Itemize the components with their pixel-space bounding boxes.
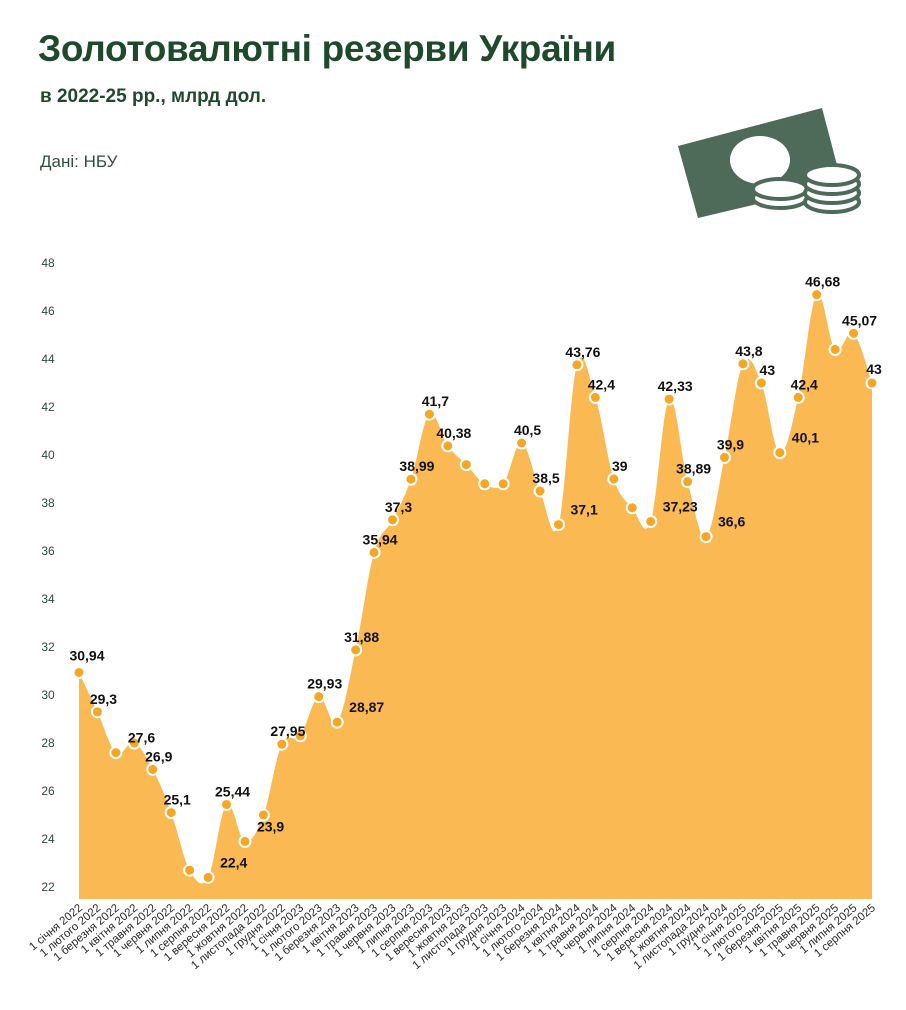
data-label: 29,3	[90, 691, 117, 707]
data-label: 38,5	[532, 470, 559, 486]
y-tick-label: 48	[41, 256, 55, 270]
series-area	[79, 293, 872, 900]
data-label: 38,99	[399, 458, 434, 474]
data-point	[201, 870, 215, 884]
y-tick-label: 30	[41, 688, 55, 702]
data-point	[625, 501, 639, 515]
page-title: Золотовалютні резерви України	[38, 28, 616, 69]
data-label: 36,6	[718, 514, 745, 530]
data-point	[847, 326, 861, 340]
data-label: 38,89	[676, 461, 711, 477]
data-label: 46,68	[805, 274, 840, 290]
data-label: 39	[612, 458, 628, 474]
y-tick-label: 26	[41, 784, 55, 798]
data-point	[349, 643, 363, 657]
data-label: 37,3	[385, 499, 412, 515]
data-point	[736, 357, 750, 371]
data-label: 45,07	[842, 312, 877, 328]
data-point	[810, 288, 824, 302]
data-point	[72, 665, 86, 679]
data-label: 43	[760, 362, 776, 378]
data-point	[312, 690, 326, 704]
data-label: 37,1	[570, 502, 597, 518]
data-point	[478, 477, 492, 491]
data-label: 25,1	[164, 792, 191, 808]
data-point	[588, 390, 602, 404]
data-point	[791, 390, 805, 404]
data-label: 42,4	[791, 376, 818, 392]
data-point	[828, 342, 842, 356]
data-source: Дані: НБУ	[40, 152, 118, 171]
data-point	[109, 746, 123, 760]
data-label: 31,88	[344, 629, 379, 645]
data-label: 41,7	[422, 393, 449, 409]
data-label: 37,23	[663, 498, 698, 514]
data-label: 39,9	[717, 436, 744, 452]
data-point	[220, 797, 234, 811]
data-label: 29,93	[307, 676, 342, 692]
data-point	[164, 806, 178, 820]
y-tick-label: 34	[41, 592, 55, 606]
data-point	[533, 484, 547, 498]
data-label: 27,6	[128, 730, 155, 746]
data-label: 26,9	[145, 748, 172, 764]
data-point	[256, 808, 270, 822]
y-tick-label: 22	[41, 880, 55, 894]
money-icon	[678, 108, 861, 218]
data-point	[441, 439, 455, 453]
data-point	[330, 715, 344, 729]
y-tick-label: 28	[41, 736, 55, 750]
y-tick-label: 46	[41, 304, 55, 318]
data-label: 43,76	[565, 344, 600, 360]
data-label: 25,44	[215, 783, 250, 799]
y-tick-label: 38	[41, 496, 55, 510]
data-label: 42,33	[658, 378, 693, 394]
data-point	[551, 518, 565, 532]
data-point	[127, 736, 141, 750]
data-point	[90, 705, 104, 719]
data-point	[367, 545, 381, 559]
data-point	[386, 513, 400, 527]
data-label: 23,9	[257, 818, 284, 834]
data-point	[865, 376, 879, 390]
data-label: 40,1	[792, 430, 819, 446]
y-tick-label: 24	[41, 832, 55, 846]
data-point	[699, 530, 713, 544]
y-tick-label: 36	[41, 544, 55, 558]
data-label: 27,95	[270, 723, 305, 739]
data-point	[662, 392, 676, 406]
data-label: 30,94	[69, 647, 104, 663]
data-label: 43,8	[735, 343, 762, 359]
data-point	[515, 436, 529, 450]
data-label: 40,38	[436, 425, 471, 441]
data-point	[404, 472, 418, 486]
data-point	[570, 358, 584, 372]
data-point	[717, 450, 731, 464]
data-point	[754, 376, 768, 390]
data-point	[607, 472, 621, 486]
data-point	[293, 729, 307, 743]
y-tick-label: 32	[41, 640, 55, 654]
data-point	[459, 458, 473, 472]
data-point	[422, 407, 436, 421]
data-label: 22,4	[220, 854, 247, 870]
data-label: 40,5	[514, 422, 541, 438]
data-point	[681, 475, 695, 489]
data-point	[773, 446, 787, 460]
data-point	[644, 514, 658, 528]
data-point	[238, 834, 252, 848]
y-tick-label: 42	[41, 400, 55, 414]
data-label: 43	[866, 361, 882, 377]
data-point	[146, 762, 160, 776]
page-subtitle: в 2022-25 рр., млрд дол.	[40, 86, 267, 107]
data-point	[275, 737, 289, 751]
data-point	[496, 477, 510, 491]
data-label: 28,87	[349, 699, 384, 715]
data-label: 42,4	[588, 376, 615, 392]
data-point	[183, 863, 197, 877]
y-tick-label: 40	[41, 448, 55, 462]
data-label: 35,94	[363, 531, 398, 547]
y-tick-label: 44	[41, 352, 55, 366]
